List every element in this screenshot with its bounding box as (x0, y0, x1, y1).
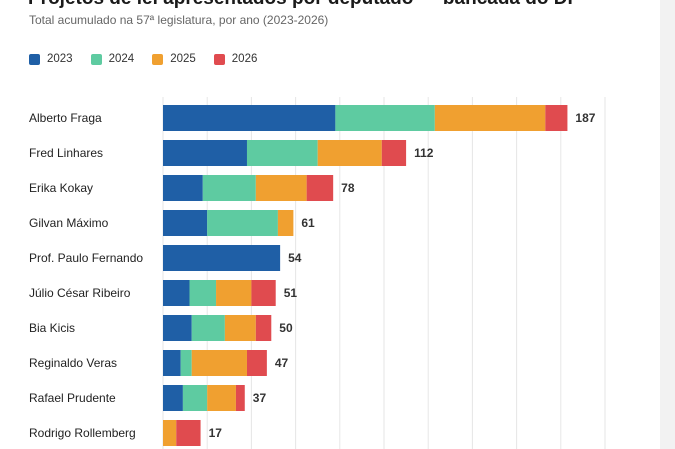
bar-segment-2024 (191, 315, 225, 341)
total-label: 51 (284, 286, 298, 300)
bar-segment-2024 (202, 175, 256, 201)
bar-segment-2026 (251, 280, 276, 306)
bar-segment-2026 (176, 420, 201, 446)
bar-segment-2024 (246, 140, 318, 166)
category-label: Alberto Fraga (29, 111, 102, 125)
total-label: 112 (414, 146, 434, 160)
bar-segment-2023 (163, 385, 183, 411)
total-label: 50 (279, 321, 293, 335)
legend-label: 2023 (47, 53, 73, 65)
bar-segment-2024 (335, 105, 435, 131)
bar-segment-2025 (317, 140, 382, 166)
bar-segment-2026 (545, 105, 568, 131)
bar-segment-2026 (255, 315, 272, 341)
bar-segment-2023 (163, 105, 336, 131)
total-label: 37 (253, 391, 267, 405)
total-label: 61 (301, 216, 315, 230)
bar-segment-2023 (163, 280, 190, 306)
category-label: Gilvan Máximo (29, 216, 109, 230)
bar-segment-2025 (216, 280, 252, 306)
category-label: Erika Kokay (29, 181, 93, 195)
bar-segment-2025 (434, 105, 546, 131)
bar-segment-2025 (224, 315, 256, 341)
bar-segment-2025 (255, 175, 307, 201)
chart-subtitle: Total acumulado na 57ª legislatura, por … (29, 13, 329, 27)
bar-segment-2024 (207, 210, 278, 236)
bar-segment-2025 (207, 385, 236, 411)
category-label: Fred Linhares (29, 146, 103, 160)
category-label: Rodrigo Rollemberg (29, 426, 136, 440)
total-label: 78 (341, 181, 355, 195)
bar-segment-2025 (191, 350, 247, 376)
category-label: Prof. Paulo Fernando (29, 251, 143, 265)
bar-segment-2026 (235, 385, 245, 411)
total-label: 17 (209, 426, 223, 440)
legend-swatch (29, 53, 40, 65)
legend-item-2024: 2024 (90, 53, 135, 65)
legend-item-2023: 2023 (29, 53, 73, 65)
total-label: 187 (575, 111, 595, 125)
bar-segment-2025 (163, 420, 177, 446)
bar-segment-2024 (180, 350, 192, 376)
legend-swatch (152, 53, 164, 65)
stacked-bar-chart: Alberto Fraga 187 Fred Linhares 112 Erika Ko… (29, 97, 606, 449)
category-label: Júlio César Ribeiro (29, 286, 131, 300)
bar-segment-2023 (163, 350, 181, 376)
chart-title: Projetos de lei apresentados por deputad… (28, 0, 579, 10)
bar-segment-2023 (163, 245, 281, 271)
legend-label: 2024 (108, 53, 135, 65)
bar-segment-2023 (163, 175, 203, 201)
category-label: Bia Kicis (29, 321, 75, 335)
bar-segment-2023 (163, 315, 192, 341)
total-label: 54 (288, 251, 302, 265)
bar-segment-2026 (381, 140, 407, 166)
legend-item-2025: 2025 (152, 53, 196, 65)
legend-swatch (213, 53, 225, 65)
legend-label: 2025 (170, 53, 196, 65)
bar-segment-2026 (246, 350, 267, 376)
bar-segment-2024 (189, 280, 217, 306)
category-label: Rafael Prudente (29, 391, 116, 405)
bar-segment-2026 (306, 175, 334, 201)
total-label: 47 (275, 356, 289, 370)
legend-item-2026: 2026 (213, 53, 258, 65)
chart-card: Projetos de lei apresentados por deputad… (0, 0, 660, 449)
legend-label: 2026 (231, 53, 258, 65)
bar-segment-2023 (163, 210, 208, 236)
bar-segment-2025 (277, 210, 294, 236)
bar-segment-2023 (163, 140, 247, 166)
chart-legend: 2023 2024 2025 2026 (29, 53, 257, 65)
bar-segment-2024 (182, 385, 208, 411)
legend-swatch (90, 53, 102, 65)
category-label: Reginaldo Veras (29, 356, 117, 370)
